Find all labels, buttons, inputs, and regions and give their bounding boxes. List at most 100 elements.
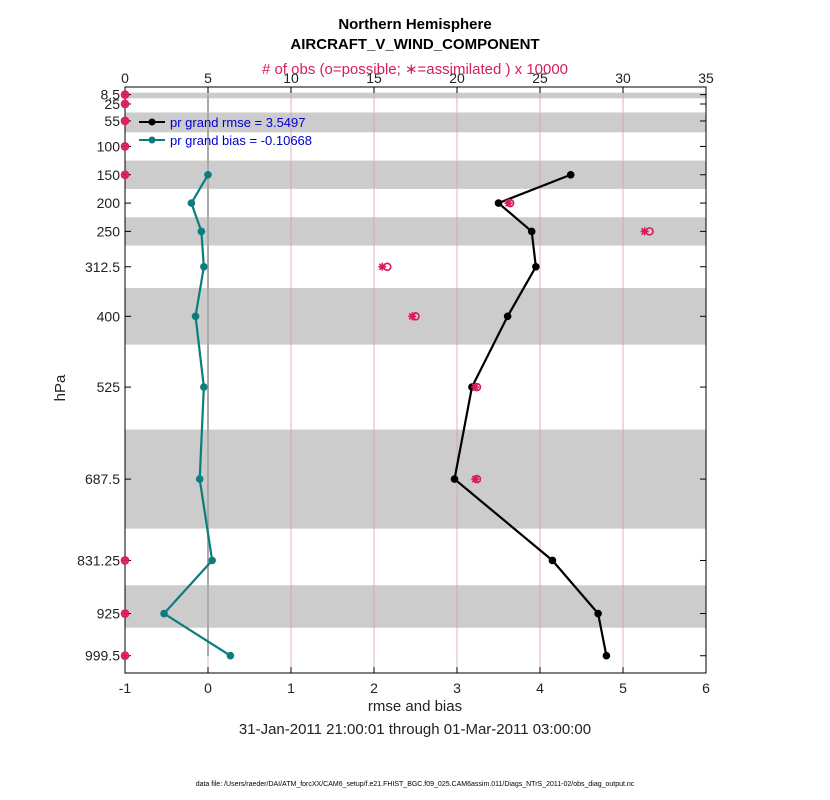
y-tick-label-312.5: 312.5 [85,259,120,275]
plot-frame [124,86,707,674]
obs-star-stroke [471,475,479,483]
legend-rmse-label: pr grand rmse = 3.5497 [170,115,306,130]
x-tick-label-3: 3 [453,680,461,696]
y-axis-label: hPa [52,374,69,401]
y-tick-label-999.5: 999.5 [85,648,120,664]
bias-point [187,199,196,207]
x-tick-label-5: 5 [619,680,627,696]
obs-star-stroke [408,312,416,320]
obs-star-stroke [121,652,129,660]
obs-assimilated-marker [378,262,387,271]
date-range: 31-Jan-2011 21:00:01 through 01-Mar-2011… [239,721,591,738]
obs-assimilated-marker [121,651,129,660]
obs-assimilated-marker [408,312,417,321]
top-tick-label-15: 15 [366,70,382,86]
rmse-point [503,312,512,321]
legend-bias-marker [148,136,156,144]
y-tick-label-25: 25 [104,96,120,112]
y-tick-label-55: 55 [104,113,120,129]
obs-star-stroke [121,100,129,108]
legend-bias-label: pr grand bias = -0.10668 [170,133,312,148]
y-tick-label-150: 150 [97,167,121,183]
rmse-point [566,170,575,179]
rmse-point [602,651,611,660]
bias-point [191,312,200,321]
bias-point [197,227,206,236]
rmse-point [594,609,602,618]
y-tick-label-200: 200 [97,195,121,211]
obs-assimilated-marker [471,475,480,484]
obs-assimilated-marker [121,142,129,151]
obs-star-stroke [121,142,129,151]
top-tick-label-10: 10 [283,70,299,86]
obs-assimilated-marker [471,383,480,392]
obs-star-stroke [121,171,129,179]
top-tick-label-25: 25 [532,70,548,86]
rmse-point [548,556,557,565]
top-tick-label-5: 5 [204,70,212,86]
obs-assimilated-marker [121,609,129,618]
x-axis-label: rmse and bias [368,698,462,715]
obs-star-stroke [378,263,386,271]
bias-point [208,556,216,565]
rmse-point [450,475,459,483]
top-tick-label-35: 35 [698,70,714,86]
obs-assimilated-marker [121,170,129,179]
top-tick-label-30: 30 [615,70,631,86]
band-2 [125,160,706,189]
band-0 [125,92,706,99]
x-tick-label-4: 4 [536,680,544,696]
obs-star-stroke [121,91,129,99]
x-tick-label--1: -1 [119,680,132,696]
obs-star-stroke [121,117,129,125]
x-tick-label-0: 0 [204,680,212,696]
obs-assimilated-marker [121,90,129,99]
y-tick-label-100: 100 [97,138,121,154]
top-tick-label-20: 20 [449,70,465,86]
obs-assimilated-marker [121,99,129,108]
legend: pr grand rmse = 3.5497 pr grand bias = -… [139,115,312,148]
band-3 [125,217,706,246]
axis-ticks: -1 0 1 2 3 4 5 60 5 10 15 20 25 30 358.525551001502002… [77,70,714,696]
x-tick-label-2: 2 [370,680,378,696]
bias-point [200,383,208,391]
chart-title: Northern Hemisphere [338,16,491,33]
y-tick-label-8.5: 8.5 [101,87,121,103]
obs-assimilated-marker [121,556,129,565]
obs-star-stroke [121,609,129,618]
obs-count-markers [120,90,654,661]
shaded-level-bands [125,92,706,628]
bias-point [160,609,168,618]
obs-assimilated-marker [121,116,129,125]
obs-assimilated-marker [640,227,649,236]
bias-point [200,262,208,271]
obs-star-stroke [471,383,479,391]
rmse-point [532,262,540,271]
band-1 [125,112,706,133]
rmse-point [527,227,536,236]
data-file-footer: data file: /Users/raeder/DAI/ATM_forcXX/… [196,781,635,788]
top-axis-label: # of obs (o=possible; ∗=assimilated ) x … [262,61,568,78]
obs-star-stroke [641,227,649,235]
y-tick-label-687.5: 687.5 [85,471,120,487]
obs-star-stroke [121,556,129,565]
bias-point [195,475,204,483]
legend-rmse-marker [148,118,156,126]
y-tick-label-250: 250 [97,223,121,239]
obs-assimilated-marker [504,199,513,208]
bias-point [204,170,212,179]
y-tick-label-525: 525 [97,379,121,395]
obs-star-stroke [504,199,513,207]
rmse-point [494,199,503,207]
band-6 [125,585,706,628]
y-tick-label-400: 400 [97,308,121,324]
y-tick-label-831.25: 831.25 [77,552,120,568]
x-tick-label-6: 6 [702,680,710,696]
bias-line [162,174,231,657]
top-tick-label-0: 0 [121,70,129,86]
band-5 [125,429,706,529]
series-layer [160,170,611,660]
bias-point [226,651,235,660]
y-tick-label-925: 925 [97,606,121,622]
